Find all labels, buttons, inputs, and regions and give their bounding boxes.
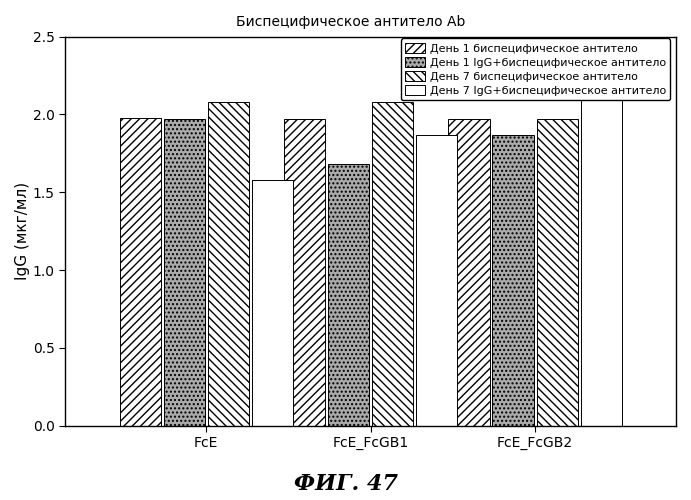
Text: ФИГ. 47: ФИГ. 47 (294, 473, 397, 495)
Bar (536, 119, 578, 426)
Text: Биспецифическое антитело Ab: Биспецифическое антитело Ab (236, 15, 466, 29)
Bar (207, 102, 249, 426)
Bar (448, 119, 489, 426)
Bar (493, 134, 533, 426)
Bar (580, 86, 622, 425)
Legend: День 1 биспецифическое антитело, День 1 IgG+биспецифическое антитело, День 7 бис: День 1 биспецифическое антитело, День 1 … (401, 38, 670, 100)
Bar (328, 164, 369, 426)
Y-axis label: IgG (мкг/мл): IgG (мкг/мл) (15, 182, 30, 280)
Bar (284, 119, 325, 426)
Bar (252, 180, 293, 426)
Bar (164, 119, 205, 426)
Bar (416, 134, 457, 426)
Bar (372, 102, 413, 426)
Bar (120, 118, 160, 426)
